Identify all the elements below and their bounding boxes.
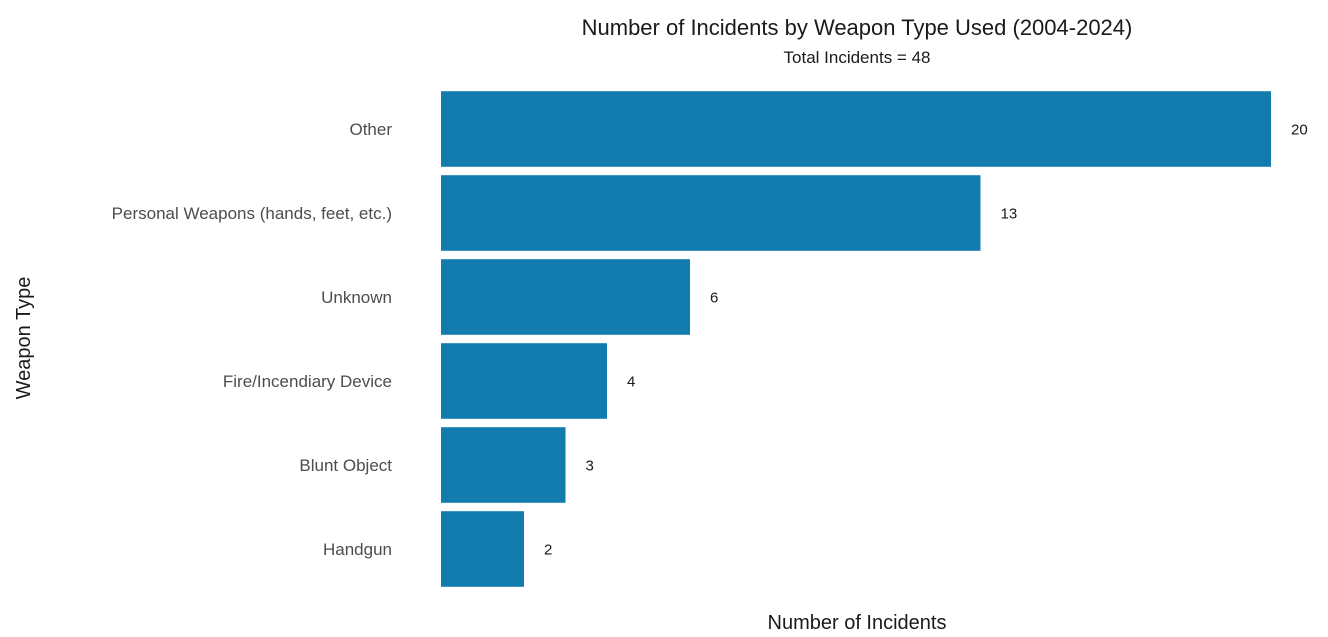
value-label: 3	[586, 457, 594, 474]
value-label: 6	[710, 289, 718, 306]
bars-group: Other 20 Personal Weapons (hands, feet, et…	[112, 91, 1308, 587]
chart-title: Number of Incidents by Weapon Type Used …	[582, 15, 1133, 40]
value-label: 2	[544, 541, 552, 558]
category-label: Fire/Incendiary Device	[223, 372, 392, 391]
bar	[441, 427, 566, 503]
x-axis-title: Number of Incidents	[768, 612, 947, 632]
chart-subtitle: Total Incidents = 48	[784, 48, 931, 67]
bar	[441, 175, 981, 251]
category-label: Handgun	[323, 540, 392, 559]
bar	[441, 91, 1271, 167]
bar	[441, 343, 607, 419]
category-label: Unknown	[321, 288, 392, 307]
category-label: Other	[349, 120, 392, 139]
bar	[441, 511, 524, 587]
bar	[441, 259, 690, 335]
value-label: 13	[1001, 205, 1018, 222]
value-label: 20	[1291, 121, 1308, 138]
category-label: Personal Weapons (hands, feet, etc.)	[112, 204, 392, 223]
y-axis-title: Weapon Type	[13, 277, 35, 400]
category-label: Blunt Object	[299, 456, 392, 475]
value-label: 4	[627, 373, 635, 390]
